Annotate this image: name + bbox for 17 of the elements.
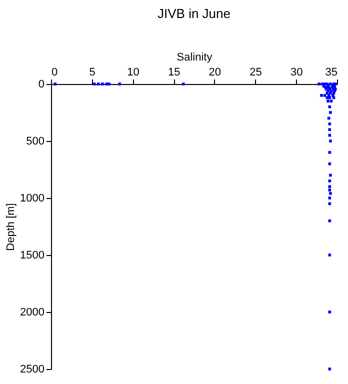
x-tick-label: 10 [127,66,140,78]
y-tick-label: 2500 [20,364,44,376]
x-tick-label: 30 [290,66,303,78]
y-axis-title: Depth [m] [5,203,18,251]
y-tick-label: 0 [38,78,44,90]
x-tick-label: 35 [325,66,338,78]
x-axis-title: Salinity [176,52,213,64]
y-tick-label: 1000 [20,192,44,204]
x-tick-label: 0 [52,66,58,78]
y-tick-label: 500 [26,136,44,148]
x-tick-label: 20 [208,66,222,78]
y-tick-label: 2000 [20,306,44,318]
chart-title: JIVB in June [158,6,230,21]
y-tick-label: 1500 [20,250,44,262]
x-tick-label: 15 [168,66,180,78]
x-tick-label: 25 [250,66,262,78]
x-tick-label: 5 [89,66,96,78]
